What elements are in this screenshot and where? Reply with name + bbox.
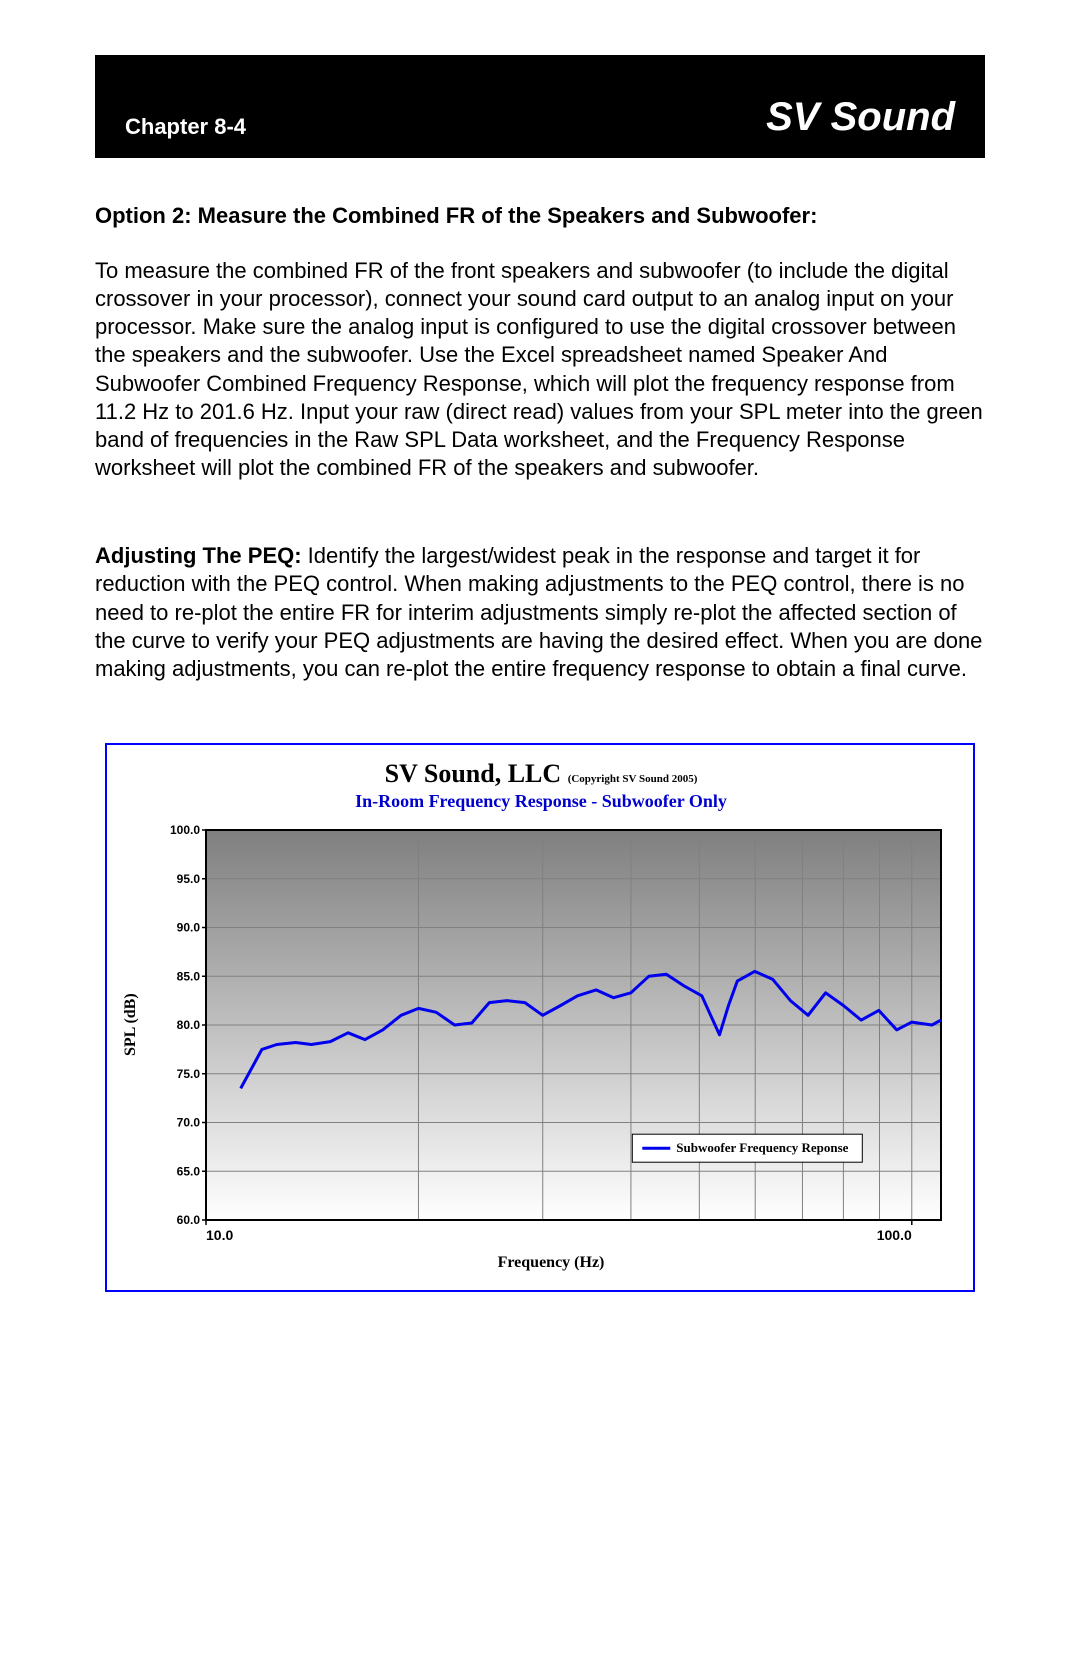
option2-paragraph: To measure the combined FR of the front … xyxy=(95,257,985,482)
svg-text:80.0: 80.0 xyxy=(177,1018,201,1032)
chart-inner: SV Sound, LLC (Copyright SV Sound 2005) … xyxy=(121,759,961,1272)
svg-text:65.0: 65.0 xyxy=(177,1164,201,1178)
chart-subtitle: In-Room Frequency Response - Subwoofer O… xyxy=(121,791,961,812)
brand-title: SV Sound xyxy=(766,95,955,140)
chart-copyright: (Copyright SV Sound 2005) xyxy=(568,773,698,785)
chapter-label: Chapter 8-4 xyxy=(125,114,246,140)
svg-text:70.0: 70.0 xyxy=(177,1116,201,1130)
svg-text:10.0: 10.0 xyxy=(206,1227,233,1243)
document-page: Chapter 8-4 SV Sound Option 2: Measure t… xyxy=(0,0,1080,1352)
svg-text:90.0: 90.0 xyxy=(177,921,201,935)
svg-text:95.0: 95.0 xyxy=(177,872,201,886)
chart-xlabel: Frequency (Hz) xyxy=(141,1254,961,1272)
chart-title: SV Sound, LLC (Copyright SV Sound 2005) xyxy=(121,759,961,789)
svg-text:100.0: 100.0 xyxy=(877,1227,912,1243)
frequency-response-chart: SV Sound, LLC (Copyright SV Sound 2005) … xyxy=(105,743,975,1292)
svg-text:Subwoofer Frequency Reponse: Subwoofer Frequency Reponse xyxy=(676,1140,848,1155)
peq-paragraph: Adjusting The PEQ: Identify the largest/… xyxy=(95,542,985,683)
chart-svg: 60.0 65.0 70.0 75.0 80.0 85.0 90.0 95.0 100.0 10.… xyxy=(141,820,961,1250)
svg-text:85.0: 85.0 xyxy=(177,969,201,983)
svg-text:100.0: 100.0 xyxy=(170,823,200,837)
chart-plot-column: 60.0 65.0 70.0 75.0 80.0 85.0 90.0 95.0 100.0 10.… xyxy=(141,820,961,1272)
chart-body: SPL (dB) 60.0 65.0 70.0 75.0 80.0 85.0 90.0 95.… xyxy=(121,820,961,1272)
page-header: Chapter 8-4 SV Sound xyxy=(95,55,985,158)
chart-ylabel: SPL (dB) xyxy=(122,1036,140,1056)
chart-title-main: SV Sound, LLC xyxy=(385,759,562,788)
svg-text:60.0: 60.0 xyxy=(177,1213,201,1227)
svg-text:75.0: 75.0 xyxy=(177,1067,201,1081)
option2-heading: Option 2: Measure the Combined FR of the… xyxy=(95,203,985,229)
peq-label: Adjusting The PEQ: xyxy=(95,543,302,568)
